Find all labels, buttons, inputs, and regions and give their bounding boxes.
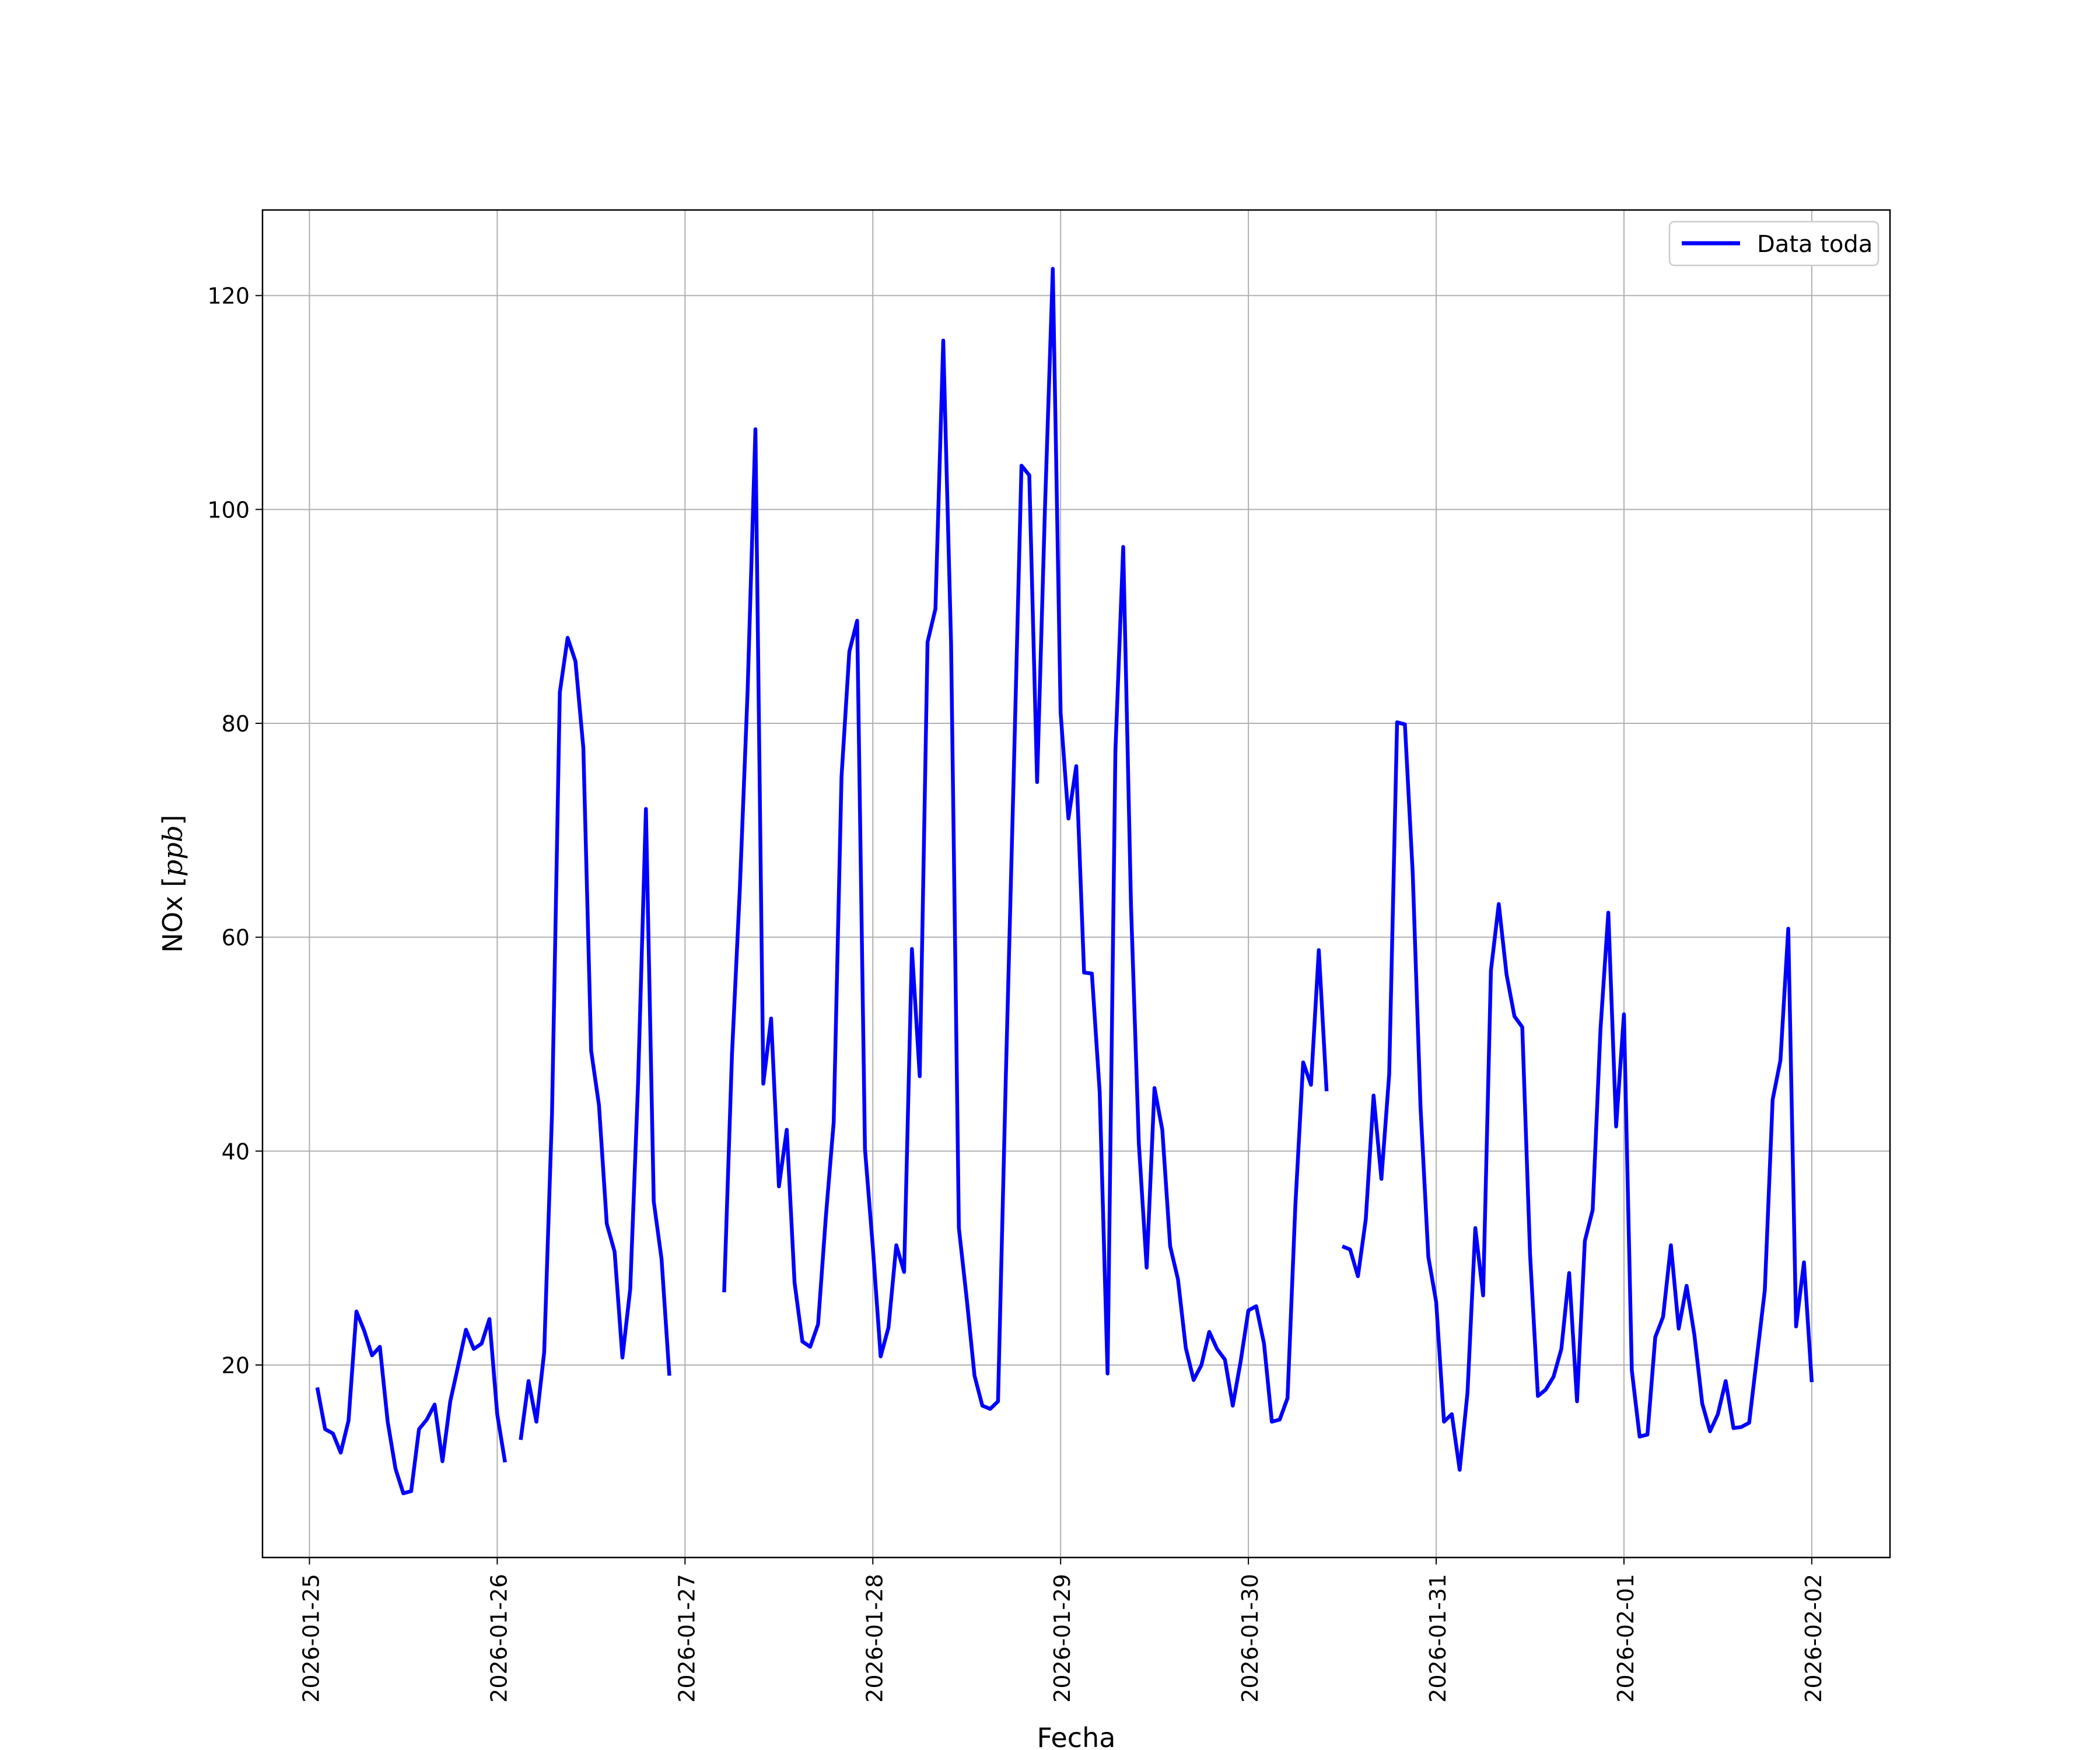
x-tick-label: 2026-01-27 — [674, 1574, 699, 1703]
series-line-segment — [315, 1310, 508, 1496]
y-tick-label: 120 — [207, 284, 250, 309]
x-tick-label: 2026-01-26 — [486, 1574, 512, 1703]
plot-area-background — [262, 210, 1890, 1558]
y-tick-label: 60 — [222, 925, 250, 951]
x-tick-label: 2026-01-29 — [1049, 1574, 1075, 1703]
x-tick-label: 2026-01-30 — [1237, 1574, 1263, 1703]
y-axis-label-close: ] — [157, 815, 188, 825]
series-line-segment — [722, 267, 1329, 1424]
legend: Data toda — [1668, 220, 1880, 267]
x-axis: 2026-01-25 2026-01-26 2026-01-27 2026-01-28… — [298, 1558, 1826, 1703]
y-axis-label-text: NOx [ — [157, 877, 188, 953]
x-tick-label: 2026-01-31 — [1425, 1574, 1451, 1703]
x-tick-label: 2026-02-01 — [1613, 1574, 1639, 1703]
x-axis-label: Fecha — [1037, 1722, 1116, 1750]
x-tick-label: 2026-01-28 — [862, 1574, 887, 1703]
series-line-segment — [1341, 720, 1814, 1472]
plot-frame — [261, 209, 1891, 1559]
y-tick-label: 100 — [207, 497, 250, 523]
legend-box — [1668, 220, 1880, 267]
y-axis: 20 40 60 80 100 120 — [207, 284, 262, 1378]
y-axis-label: NOx [ppb] — [157, 815, 188, 953]
y-tick-label: 40 — [222, 1139, 250, 1164]
y-tick-label: 20 — [222, 1353, 250, 1378]
legend-label: Data toda — [1757, 231, 1873, 258]
x-tick-label: 2026-01-25 — [298, 1574, 324, 1703]
grid-lines — [262, 210, 1890, 1558]
series-line-segment — [519, 636, 671, 1440]
y-axis-label-unit: ppb — [157, 825, 188, 877]
y-tick-label: 80 — [222, 711, 250, 737]
series-layer — [315, 267, 1814, 1496]
x-tick-label: 2026-02-02 — [1801, 1574, 1826, 1703]
